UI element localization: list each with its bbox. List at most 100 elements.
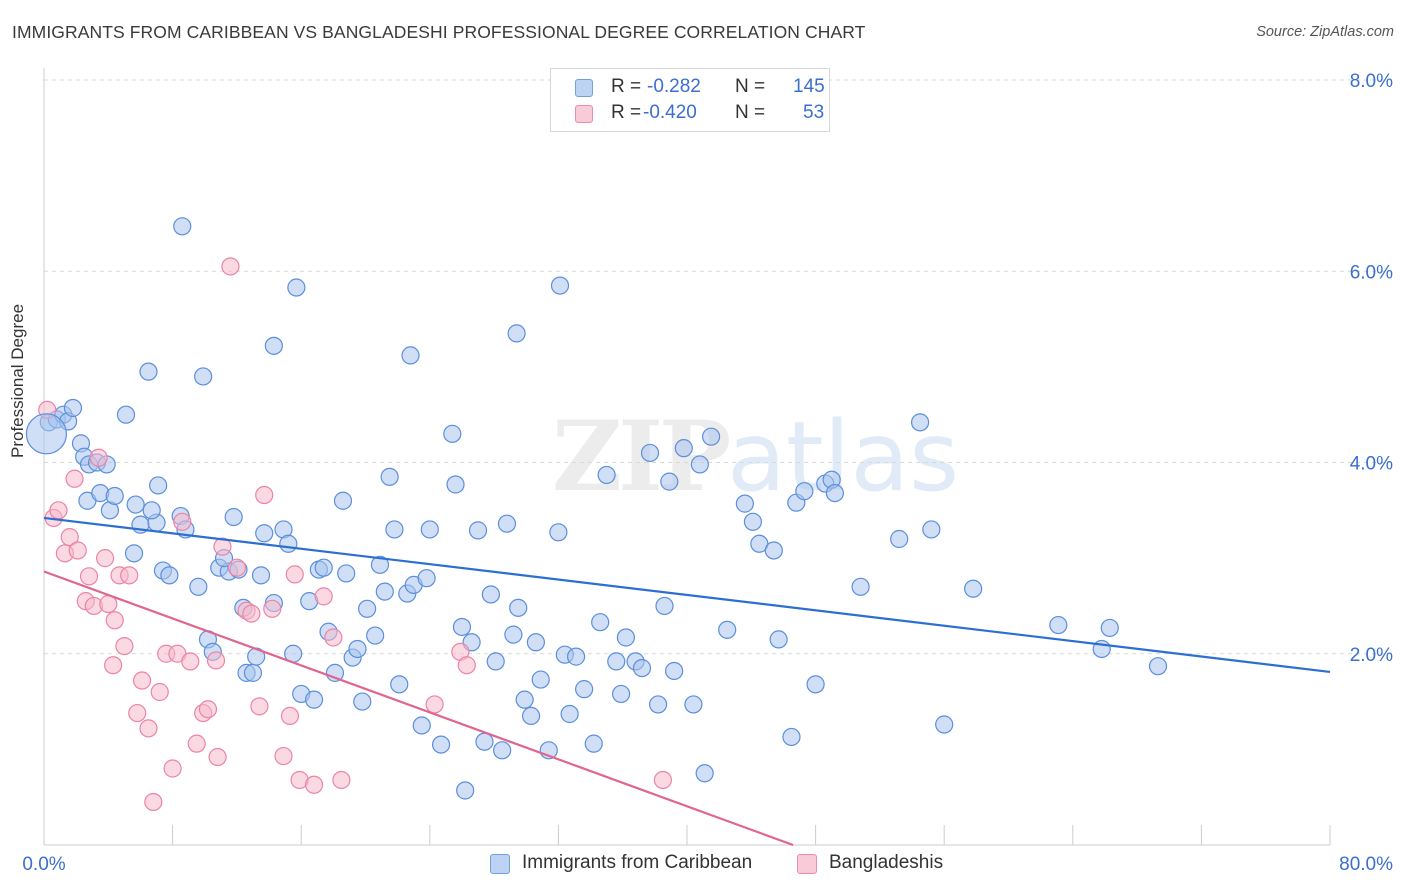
point-caribbean (385, 520, 404, 539)
point-caribbean (764, 541, 783, 560)
y-tick-label: 6.0% (1350, 262, 1393, 283)
legend-r-value: -0.420 (643, 102, 697, 123)
legend-r-label: R = (611, 102, 642, 123)
point-caribbean (922, 520, 941, 539)
point-caribbean (431, 735, 451, 754)
point-caribbean (515, 690, 534, 709)
point-caribbean (526, 633, 545, 652)
point-bangladeshi (242, 604, 261, 623)
point-bangladeshi (250, 697, 269, 716)
point-caribbean (695, 764, 714, 783)
point-bangladeshi (274, 746, 293, 766)
legend-n-value: 145 (793, 76, 825, 97)
point-caribbean (531, 670, 550, 689)
point-bangladeshi (65, 469, 84, 488)
point-caribbean (279, 534, 298, 553)
point-caribbean (684, 695, 703, 714)
point-caribbean (521, 706, 541, 726)
point-caribbean (616, 628, 636, 647)
point-caribbean (63, 398, 83, 418)
point-bangladeshi (227, 558, 246, 577)
point-caribbean (597, 465, 616, 485)
point-caribbean (390, 675, 409, 694)
point-caribbean (575, 680, 594, 699)
point-caribbean (116, 405, 136, 424)
point-caribbean (105, 486, 124, 506)
point-caribbean (314, 558, 333, 577)
point-caribbean (370, 555, 390, 574)
y-tick-label: 2.0% (1350, 645, 1393, 666)
legend-r-value: -0.282 (647, 76, 701, 97)
bottom-legend-swatch-blue (490, 854, 510, 874)
point-caribbean (149, 476, 168, 495)
point-caribbean (348, 639, 367, 659)
point-caribbean (333, 491, 353, 510)
point-caribbean (507, 324, 526, 343)
point-bangladeshi (104, 656, 123, 675)
point-caribbean (124, 544, 144, 563)
point-bangladeshi (60, 527, 79, 547)
point-caribbean (358, 599, 377, 618)
point-bangladeshi (105, 611, 124, 630)
point-caribbean (446, 475, 465, 494)
point-caribbean (718, 620, 737, 639)
point-caribbean (795, 482, 814, 501)
point-bangladeshi (206, 651, 226, 670)
point-caribbean (851, 577, 870, 596)
point-caribbean (910, 413, 930, 432)
point-caribbean (702, 427, 721, 446)
point-caribbean (366, 626, 385, 645)
x-tick-label: 80.0% (1339, 854, 1393, 875)
point-bangladeshi (115, 636, 134, 656)
point-caribbean (611, 684, 631, 704)
point-bangladeshi (144, 792, 163, 812)
point-caribbean (353, 692, 372, 711)
bottom-legend-swatch-pink (797, 854, 817, 874)
point-caribbean (655, 596, 674, 616)
y-axis-label: Professional Degree (8, 303, 27, 458)
point-caribbean (287, 278, 306, 297)
point-caribbean (674, 439, 693, 458)
legend-r-label: R = (611, 76, 642, 97)
point-caribbean (584, 734, 603, 753)
point-caribbean (660, 472, 679, 491)
point-caribbean (549, 523, 568, 542)
point-caribbean (224, 507, 243, 527)
point-bangladeshi (221, 257, 240, 276)
legend-n-label: N = (735, 76, 766, 97)
point-caribbean (964, 579, 983, 598)
point-caribbean (735, 494, 754, 513)
point-caribbean (475, 732, 494, 751)
point-bangladeshi (314, 587, 333, 606)
point-caribbean-large (25, 413, 68, 455)
point-caribbean (690, 455, 709, 474)
point-bangladeshi (208, 747, 227, 767)
point-caribbean (504, 625, 523, 644)
point-caribbean (550, 276, 570, 295)
legend-n-value: 53 (803, 102, 825, 123)
stats-legend: R = -0.282 N = 145 R = -0.420 N = 53 (550, 68, 830, 132)
point-caribbean (420, 520, 439, 539)
legend-swatch-pink (575, 105, 593, 123)
trendline-caribbean (43, 516, 1331, 674)
point-caribbean (142, 501, 161, 520)
y-tick-label: 4.0% (1350, 454, 1393, 475)
point-caribbean (251, 566, 271, 585)
point-bangladeshi (304, 775, 324, 794)
legend-n-label: N = (735, 102, 766, 123)
point-caribbean (782, 727, 801, 747)
point-caribbean (493, 741, 512, 760)
point-caribbean (468, 521, 488, 540)
point-bangladeshi (332, 770, 351, 790)
point-caribbean (126, 495, 145, 514)
point-caribbean (743, 512, 763, 531)
point-bangladeshi (280, 706, 300, 726)
point-caribbean (194, 367, 213, 386)
point-bangladeshi (120, 566, 139, 585)
point-caribbean (607, 652, 626, 671)
point-bangladeshi (285, 565, 304, 584)
bottom-legend-label: Immigrants from Caribbean (522, 852, 753, 873)
point-caribbean (160, 566, 179, 585)
chart-title: IMMIGRANTS FROM CARIBBEAN VS BANGLADESHI… (12, 22, 866, 42)
